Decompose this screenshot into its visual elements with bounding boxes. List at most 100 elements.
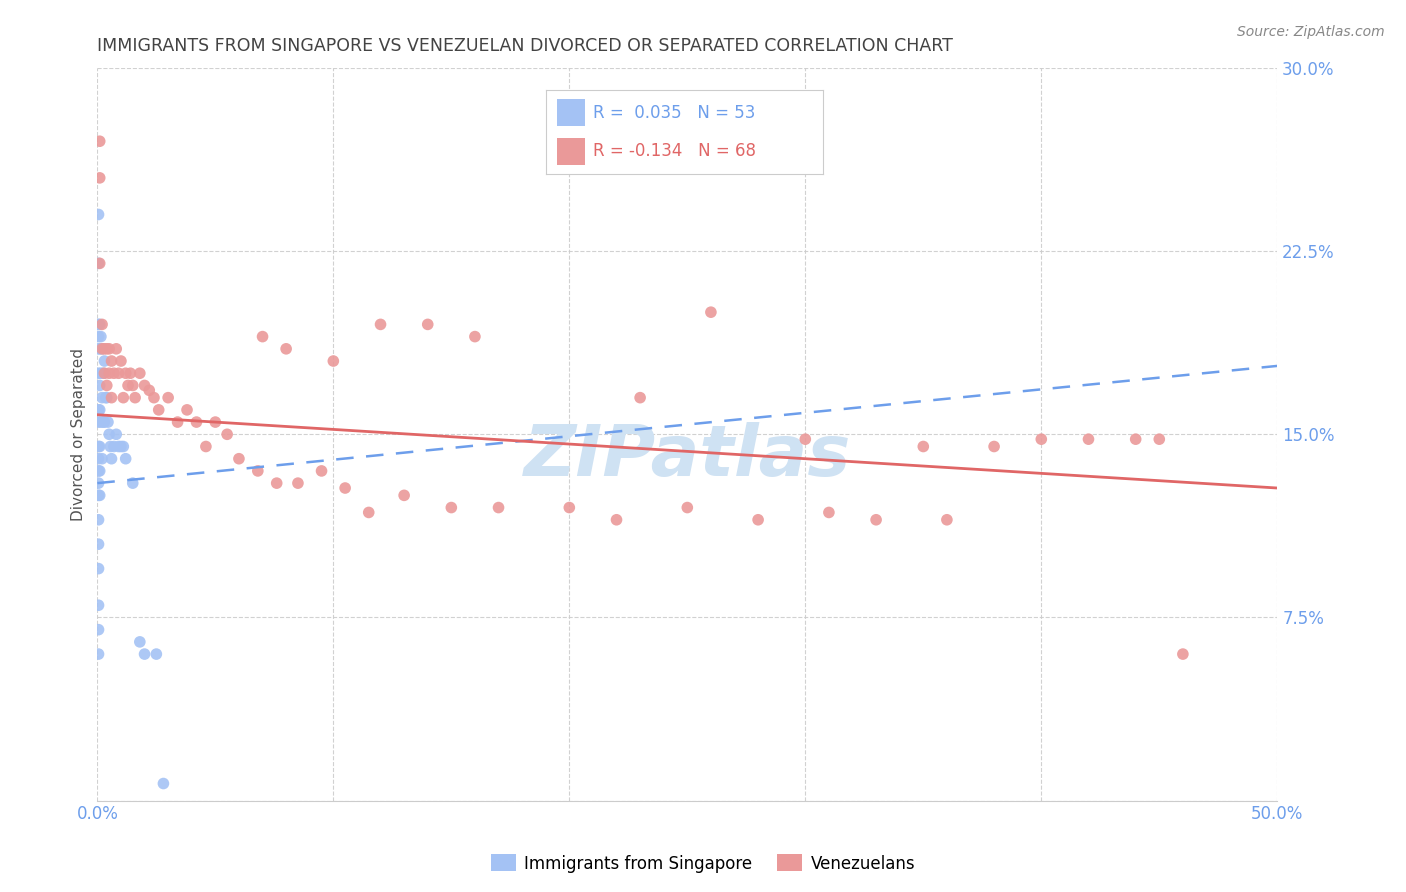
Point [605, 513, 627, 527]
Point [983, 440, 1005, 454]
Point [152, 776, 174, 790]
Point [166, 415, 188, 429]
Point [935, 513, 957, 527]
Point [97, 415, 120, 429]
Point [114, 366, 136, 380]
Point [93, 342, 115, 356]
Point [676, 500, 699, 515]
Text: ZIPatlas: ZIPatlas [523, 422, 851, 491]
Point [134, 378, 156, 392]
Point [194, 440, 217, 454]
Point [107, 440, 129, 454]
Point [217, 427, 239, 442]
Point [91, 451, 114, 466]
Point [228, 451, 250, 466]
Point [87, 318, 110, 332]
Point [105, 342, 128, 356]
Point [121, 378, 143, 392]
Point [87, 476, 110, 491]
Point [91, 415, 114, 429]
Point [87, 207, 110, 221]
Point [91, 366, 114, 380]
Point [1171, 647, 1194, 661]
Point [89, 342, 111, 356]
Point [98, 342, 121, 356]
Point [87, 537, 110, 551]
Point [148, 402, 170, 417]
Point [333, 481, 356, 495]
Point [1077, 432, 1099, 446]
Point [128, 366, 150, 380]
Point [1149, 432, 1171, 446]
Point [287, 476, 309, 491]
Point [91, 342, 114, 356]
Point [138, 384, 160, 398]
Point [1031, 432, 1053, 446]
Point [87, 561, 110, 575]
Point [120, 366, 142, 380]
Point [87, 513, 110, 527]
Point [105, 427, 128, 442]
Point [89, 134, 111, 148]
Point [700, 305, 723, 319]
Point [89, 318, 111, 332]
Point [100, 391, 122, 405]
Point [912, 440, 935, 454]
Point [89, 488, 111, 502]
Point [87, 623, 110, 637]
Point [100, 451, 122, 466]
Point [87, 366, 110, 380]
Point [89, 402, 111, 417]
Point [90, 415, 112, 429]
Text: Source: ZipAtlas.com: Source: ZipAtlas.com [1237, 25, 1385, 39]
Point [89, 256, 111, 270]
Point [90, 329, 112, 343]
Point [558, 500, 581, 515]
Point [89, 464, 111, 478]
Point [87, 342, 110, 356]
Point [87, 451, 110, 466]
Point [747, 513, 769, 527]
Point [103, 440, 125, 454]
Point [186, 415, 208, 429]
Point [370, 318, 392, 332]
Point [98, 427, 121, 442]
Point [107, 366, 129, 380]
Point [416, 318, 439, 332]
Point [1125, 432, 1147, 446]
Point [112, 440, 135, 454]
Point [87, 256, 110, 270]
Point [117, 378, 139, 392]
Point [246, 464, 269, 478]
Point [392, 488, 415, 502]
Point [322, 354, 344, 368]
Point [440, 500, 463, 515]
Point [121, 476, 143, 491]
Point [87, 329, 110, 343]
Point [91, 318, 114, 332]
Point [89, 440, 111, 454]
Point [87, 599, 110, 613]
Point [98, 366, 121, 380]
Point [96, 342, 118, 356]
Point [128, 635, 150, 649]
Point [90, 366, 112, 380]
Point [89, 378, 111, 392]
Point [110, 354, 132, 368]
Point [114, 451, 136, 466]
Point [112, 391, 135, 405]
Point [100, 354, 122, 368]
Point [91, 391, 114, 405]
Point [124, 391, 146, 405]
Point [865, 513, 887, 527]
Point [143, 391, 166, 405]
Point [96, 391, 118, 405]
Point [134, 647, 156, 661]
Point [87, 402, 110, 417]
Point [87, 415, 110, 429]
Point [87, 647, 110, 661]
Text: IMMIGRANTS FROM SINGAPORE VS VENEZUELAN DIVORCED OR SEPARATED CORRELATION CHART: IMMIGRANTS FROM SINGAPORE VS VENEZUELAN … [97, 37, 953, 55]
Point [276, 342, 298, 356]
Point [818, 505, 841, 519]
Point [110, 440, 132, 454]
